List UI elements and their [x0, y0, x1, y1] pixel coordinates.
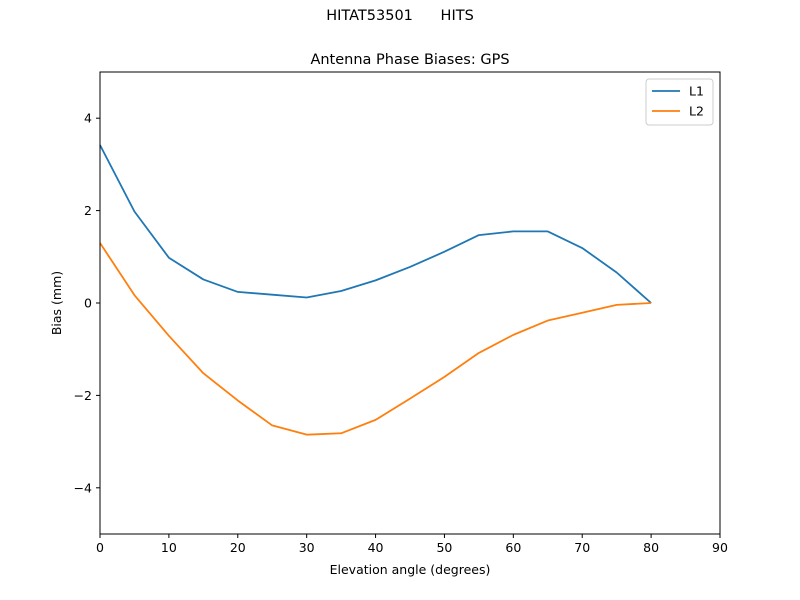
- y-tick-label: −4: [74, 480, 92, 495]
- y-axis-ticks: −4 −2 0 2 4: [74, 111, 100, 495]
- x-tick-label: 50: [436, 540, 452, 555]
- y-axis-label: Bias (mm): [49, 271, 64, 335]
- legend-label-l1: L1: [689, 84, 704, 99]
- legend-label-l2: L2: [689, 104, 704, 119]
- axes-frame: [99, 71, 721, 535]
- x-tick-label: 30: [299, 540, 315, 555]
- chart-title: Antenna Phase Biases: GPS: [310, 52, 509, 68]
- x-tick-label: 20: [230, 540, 246, 555]
- figure-suptitle: HITAT53501 HITS: [326, 8, 474, 24]
- x-tick-label: 70: [574, 540, 590, 555]
- x-tick-label: 10: [161, 540, 177, 555]
- plot-lines: [99, 144, 652, 436]
- x-tick-label: 90: [712, 540, 728, 555]
- x-tick-label: 40: [368, 540, 384, 555]
- y-tick-label: −2: [74, 388, 92, 403]
- y-tick-label: 0: [84, 296, 92, 311]
- series-line-l1: [99, 144, 652, 304]
- x-axis-label: Elevation angle (degrees): [330, 562, 491, 577]
- y-tick-label: 4: [84, 111, 92, 126]
- x-tick-label: 80: [643, 540, 659, 555]
- x-tick-label: 0: [96, 540, 104, 555]
- y-tick-label: 2: [84, 203, 92, 218]
- x-tick-label: 60: [505, 540, 521, 555]
- x-axis-ticks: 0 10 20 30 40 50 60 70 80 90: [96, 534, 728, 555]
- series-line-l2: [99, 242, 652, 436]
